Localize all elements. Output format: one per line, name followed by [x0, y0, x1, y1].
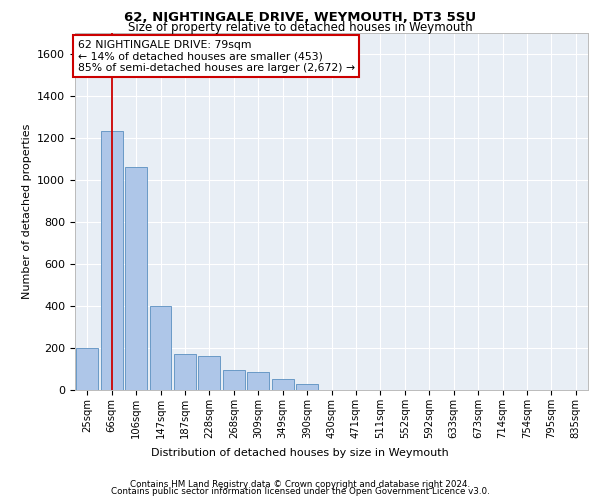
Text: Distribution of detached houses by size in Weymouth: Distribution of detached houses by size … — [151, 448, 449, 458]
Bar — [125, 167, 147, 390]
Bar — [272, 380, 293, 390]
Bar — [199, 356, 220, 390]
Text: 62 NIGHTINGALE DRIVE: 79sqm
← 14% of detached houses are smaller (453)
85% of se: 62 NIGHTINGALE DRIVE: 79sqm ← 14% of det… — [77, 40, 355, 73]
Y-axis label: Number of detached properties: Number of detached properties — [22, 124, 32, 299]
Text: 62, NIGHTINGALE DRIVE, WEYMOUTH, DT3 5SU: 62, NIGHTINGALE DRIVE, WEYMOUTH, DT3 5SU — [124, 11, 476, 24]
Bar — [76, 348, 98, 390]
Text: Size of property relative to detached houses in Weymouth: Size of property relative to detached ho… — [128, 22, 472, 35]
Bar — [149, 306, 172, 390]
Bar — [247, 372, 269, 390]
Bar — [296, 384, 318, 390]
Bar — [101, 132, 122, 390]
Text: Contains HM Land Registry data © Crown copyright and database right 2024.: Contains HM Land Registry data © Crown c… — [130, 480, 470, 489]
Bar — [223, 370, 245, 390]
Bar — [174, 354, 196, 390]
Text: Contains public sector information licensed under the Open Government Licence v3: Contains public sector information licen… — [110, 487, 490, 496]
